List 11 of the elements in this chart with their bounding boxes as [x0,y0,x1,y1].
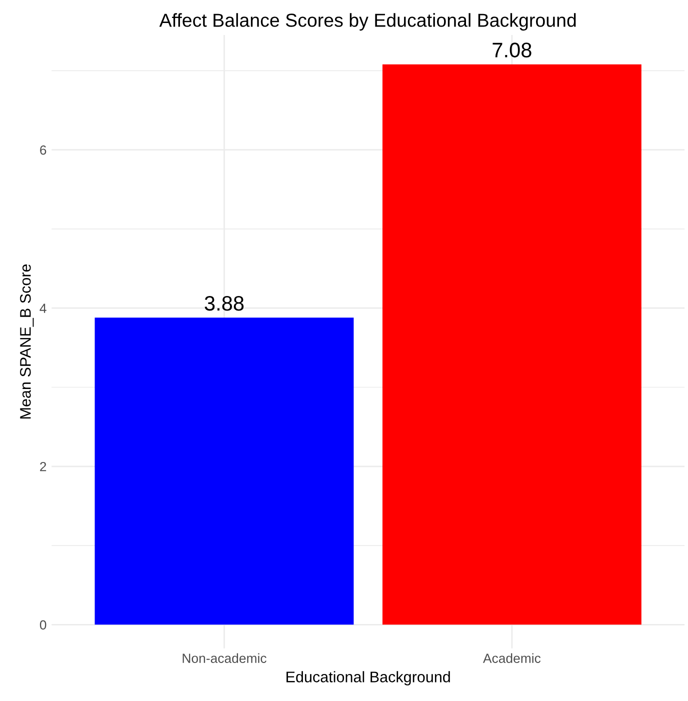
y-tick-label: 2 [40,462,46,472]
y-tick-label: 6 [40,145,46,155]
chart-title: Affect Balance Scores by Educational Background [159,13,576,31]
y-tick-label: 4 [40,304,46,313]
x-tick-label: Non-academic [182,653,266,663]
data-label: 3.88 [204,296,244,311]
y-tick-label: 0 [40,620,46,630]
y-axis-title: Mean SPANE_B Score [20,264,34,418]
x-axis-title: Educational Background [286,671,450,686]
data-label: 7.08 [492,42,532,58]
x-tick-label: Academic [482,653,541,663]
